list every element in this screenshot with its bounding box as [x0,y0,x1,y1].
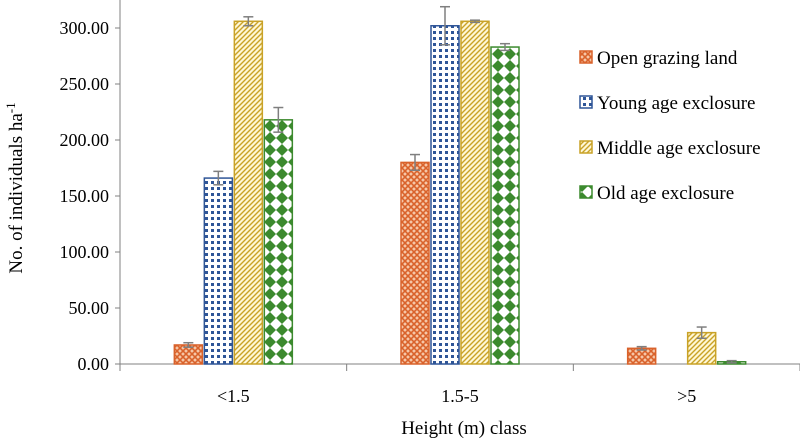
error-bar-young-age-exclosure [440,5,450,46]
error-bars [183,5,737,364]
bar-old-age-exclosure [490,46,520,365]
x-tick-label: >5 [677,386,696,406]
y-axis-title-superscript: -1 [3,102,18,113]
legend-label: Old age exclosure [597,183,734,204]
legend-item-old-age-exclosure: Old age exclosure [579,183,734,204]
error-bar-open-grazing-land [410,153,420,171]
error-bar-middle-age-exclosure [243,16,254,27]
y-axis-title: No. of individuals ha-1 [3,102,27,273]
error-bar-middle-age-exclosure [696,326,707,339]
y-tick-label: 100.00 [60,242,110,262]
y-tick-label: 250.00 [60,74,110,94]
error-bar-old-age-exclosure [273,106,284,133]
error-bar-young-age-exclosure [213,170,224,186]
y-tick-label: 0.00 [78,354,110,374]
y-tick-label: 150.00 [60,186,110,206]
legend-label: Open grazing land [597,48,738,69]
x-tick-label: 1.5-5 [441,386,479,406]
legend-swatch [579,185,593,199]
bar-middle-age-exclosure [233,20,264,365]
y-tick-label: 50.00 [69,298,110,318]
error-bar-open-grazing-land [183,341,194,348]
bar-old-age-exclosure [263,119,294,365]
bar-young-age-exclosure [203,177,234,365]
y-axis: 0.00 50.00 100.00 150.00 200.00 250.00 300.00 [60,18,120,374]
legend-item-middle-age-exclosure: Middle age exclosure [579,138,761,159]
legend-swatch [579,140,593,154]
legend-label: Middle age exclosure [597,138,761,159]
legend-label: Young age exclosure [597,93,756,114]
legend-item-young-age-exclosure: Young age exclosure [579,93,756,114]
x-tick-label: <1.5 [217,386,250,406]
error-bar-middle-age-exclosure [470,19,480,24]
bar-young-age-exclosure [430,25,460,365]
bars [173,20,747,365]
error-bar-old-age-exclosure [500,42,510,52]
legend: Open grazing land Young age exclosure Midd… [579,48,761,204]
bar-open-grazing-land [400,161,430,365]
bar-middle-age-exclosure [460,20,490,365]
legend-swatch [579,50,593,64]
legend-item-open-grazing-land: Open grazing land [579,48,738,69]
error-bar-open-grazing-land [636,345,647,351]
x-axis: <1.5 1.5-5 >5 [119,364,800,406]
y-tick-label: 200.00 [60,130,110,150]
legend-swatch [579,95,593,109]
y-tick-label: 300.00 [60,18,110,38]
error-bar-old-age-exclosure [726,359,737,364]
x-axis-title: Height (m) class [401,418,527,439]
